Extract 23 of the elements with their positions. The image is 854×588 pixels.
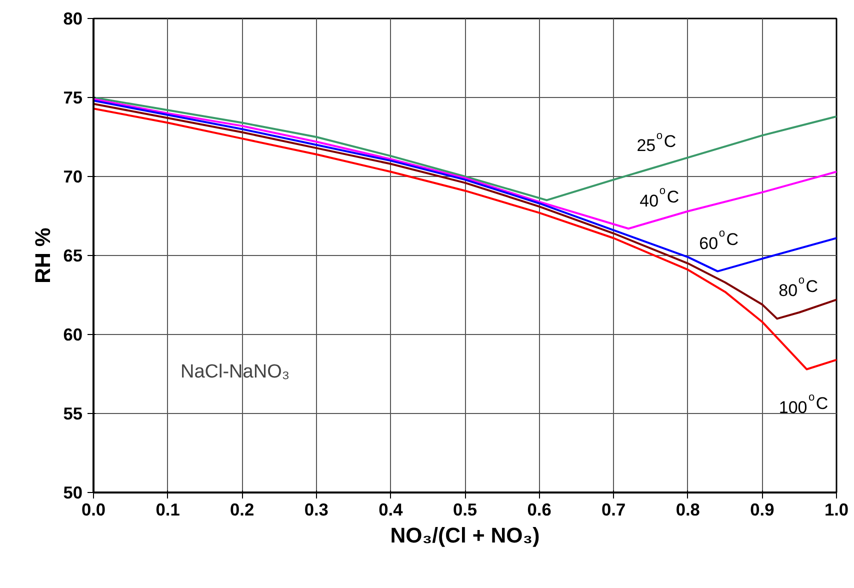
- y-tick-label: 70: [63, 166, 83, 186]
- y-tick-label: 75: [63, 88, 83, 108]
- y-tick-label: 80: [63, 8, 83, 28]
- x-tick-label: 0.7: [602, 500, 626, 520]
- x-tick-label: 0.4: [378, 500, 404, 520]
- line-series: [94, 102, 836, 320]
- x-tick-label: 0.5: [452, 500, 478, 520]
- y-axis-title: RH %: [31, 228, 56, 284]
- y-tick-label: 60: [63, 324, 83, 344]
- x-axis-title: NO₃/(Cl + NO₃): [390, 524, 540, 548]
- line-series: [94, 100, 836, 272]
- x-tick-label: 1.0: [824, 500, 849, 520]
- line-series: [94, 98, 836, 230]
- x-tick-label: 0.6: [527, 500, 552, 520]
- y-tick-label: 50: [63, 482, 83, 502]
- y-tick-label: 55: [63, 404, 83, 424]
- x-tick-label: 0.8: [676, 500, 700, 520]
- x-tick-label: 0.1: [156, 500, 180, 520]
- x-tick-label: 0.9: [750, 500, 774, 520]
- x-tick-label: 0.2: [230, 500, 254, 520]
- y-tick-label: 65: [63, 246, 83, 266]
- x-tick-label: 0.0: [81, 500, 106, 520]
- x-tick-label: 0.3: [304, 500, 329, 520]
